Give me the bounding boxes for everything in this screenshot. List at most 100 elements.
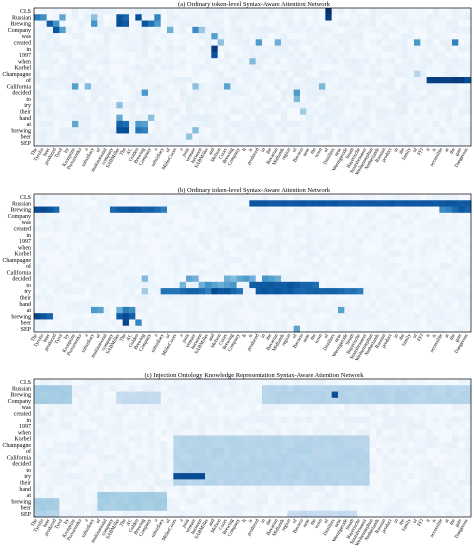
heatmap-cell <box>458 300 466 308</box>
heatmap-cell <box>65 26 73 34</box>
heatmap-cell <box>369 20 377 28</box>
heatmap-cell <box>407 300 415 308</box>
heatmap-cell <box>46 127 54 134</box>
heatmap-cell <box>262 70 269 78</box>
heatmap-cell <box>414 225 421 233</box>
heatmap-cell <box>287 485 295 493</box>
heatmap-cell <box>236 83 244 90</box>
heatmap-cell <box>97 127 105 134</box>
heatmap-cell <box>53 58 60 65</box>
heatmap-cell <box>141 8 149 15</box>
heatmap-cell <box>445 319 453 327</box>
heatmap-cell <box>160 70 168 78</box>
heatmap-cell <box>40 14 48 21</box>
heatmap-cell <box>414 325 421 333</box>
heatmap-cell <box>445 313 453 320</box>
heatmap-cell <box>255 294 263 302</box>
heatmap-cell <box>401 441 409 449</box>
heatmap-cell <box>357 306 364 314</box>
heatmap-cell <box>205 294 212 302</box>
heatmap-cell <box>217 139 225 147</box>
heatmap-cell <box>167 225 174 233</box>
heatmap-cell <box>34 108 41 116</box>
heatmap-cell <box>91 200 98 207</box>
heatmap-cell <box>243 491 250 499</box>
heatmap-cell <box>34 244 41 251</box>
column-label: Tyrolia <box>34 333 46 349</box>
heatmap-cell <box>262 114 269 122</box>
heatmap-cell <box>103 454 111 461</box>
heatmap-cell <box>401 404 409 411</box>
heatmap-cell <box>363 127 371 134</box>
heatmap-cell <box>154 89 162 97</box>
heatmap-cell <box>167 127 174 134</box>
heatmap-cell <box>312 244 320 251</box>
heatmap-cell <box>319 8 326 15</box>
heatmap-cell <box>300 77 307 84</box>
heatmap-cell <box>401 319 409 327</box>
heatmap-cell <box>262 77 269 84</box>
heatmap-cell <box>236 95 244 103</box>
heatmap-cell <box>452 288 459 295</box>
heatmap-cell <box>198 498 206 505</box>
column-label: in <box>394 518 401 524</box>
heatmap-cell <box>198 114 206 122</box>
heatmap-cell <box>281 64 288 72</box>
heatmap-cell <box>243 256 250 264</box>
heatmap-cell <box>217 8 225 15</box>
heatmap-cell <box>205 219 212 226</box>
heatmap-cell <box>84 498 92 505</box>
heatmap-cell <box>135 391 143 399</box>
heatmap-cell <box>167 89 174 97</box>
heatmap-cell <box>217 219 225 226</box>
heatmap-cell <box>306 26 314 34</box>
row-label: Korbel <box>14 66 31 72</box>
heatmap-cell <box>154 212 162 220</box>
heatmap-cell <box>205 139 212 147</box>
heatmap-cell <box>420 120 428 128</box>
heatmap-cell <box>388 313 396 320</box>
heatmap-cell <box>331 58 339 65</box>
heatmap-cell <box>205 114 212 122</box>
heatmap-cell <box>192 325 200 333</box>
heatmap-cell <box>129 70 136 78</box>
heatmap-cell <box>59 219 67 226</box>
heatmap-cell <box>154 441 162 449</box>
heatmap-cell <box>338 26 345 34</box>
heatmap-cell <box>363 83 371 90</box>
heatmap-cell <box>179 95 187 103</box>
heatmap-cell <box>122 460 130 468</box>
heatmap-cell <box>464 269 472 276</box>
heatmap-cell <box>426 410 434 418</box>
heatmap-cell <box>426 120 434 128</box>
heatmap-cell <box>224 212 231 220</box>
heatmap-cell <box>331 306 339 314</box>
heatmap-cell <box>369 45 377 53</box>
heatmap-cell <box>464 26 472 34</box>
heatmap-cell <box>255 51 263 59</box>
heatmap-cell <box>287 404 295 411</box>
heatmap-cell <box>395 313 402 320</box>
heatmap-cell <box>167 422 174 430</box>
heatmap-cell <box>192 441 200 449</box>
heatmap-cell <box>319 83 326 90</box>
heatmap-cell <box>464 250 472 258</box>
heatmap-cell <box>357 491 364 499</box>
heatmap-cell <box>167 429 174 436</box>
heatmap-cell <box>186 200 193 207</box>
heatmap-cell <box>344 244 352 251</box>
heatmap-cell <box>357 422 364 430</box>
heatmap-cell <box>148 77 155 84</box>
heatmap-cell <box>262 473 269 480</box>
row-label: their <box>20 296 31 302</box>
heatmap-cell <box>331 127 339 134</box>
heatmap-cell <box>129 127 136 134</box>
heatmap-cell <box>255 435 263 443</box>
heatmap-cell <box>116 108 124 116</box>
heatmap-cell <box>414 231 421 239</box>
heatmap-cell <box>135 95 143 103</box>
heatmap-cell <box>281 26 288 34</box>
heatmap-cell <box>338 83 345 90</box>
heatmap-cell <box>173 281 181 289</box>
heatmap-cell <box>439 404 447 411</box>
